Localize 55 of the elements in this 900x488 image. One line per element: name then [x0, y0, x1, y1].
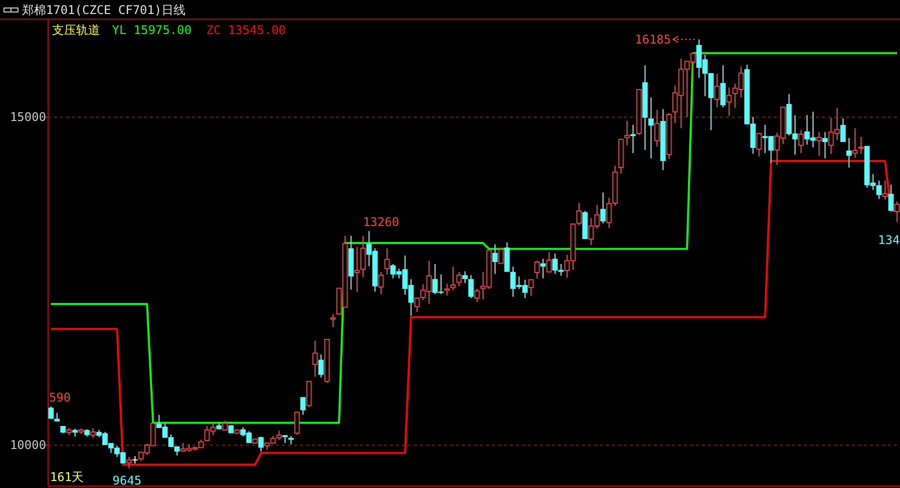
candlestick: [888, 184, 894, 212]
y-tick-label: 15000: [10, 110, 46, 124]
candlestick: [528, 279, 534, 297]
candlestick: [354, 246, 360, 293]
candlestick: [378, 271, 384, 295]
candlestick: [132, 456, 138, 464]
annotation: 16185: [634, 32, 671, 46]
candlestick: [882, 180, 888, 200]
candlestick: [474, 288, 480, 303]
legend-title: 支压轨道: [52, 23, 100, 37]
candlestick: [384, 248, 390, 275]
candlestick: [846, 138, 852, 168]
candlestick: [894, 201, 900, 222]
candlestick: [48, 406, 54, 420]
y-tick-label: 10000: [10, 438, 46, 452]
candlestick: [492, 244, 498, 274]
candlestick: [624, 120, 630, 146]
annotation: 9645: [112, 473, 142, 488]
candlestick: [318, 354, 324, 378]
annotation: 13260: [362, 215, 400, 230]
candlestick: [450, 266, 456, 291]
candlestick: [630, 124, 636, 154]
annotation: 134: [878, 233, 900, 247]
candlestick: [534, 260, 540, 279]
candlestick: [816, 132, 822, 156]
candlestick: [840, 118, 846, 142]
candlestick: [714, 73, 720, 108]
candlestick: [468, 274, 474, 299]
candlestick: [852, 128, 858, 158]
chart-title: 郑棉1701(CZCE CF701)日线: [22, 3, 186, 17]
candlestick: [294, 412, 300, 436]
text: YL 15975.00: [112, 23, 192, 37]
annotation: 161天: [50, 470, 84, 484]
candlestick: [546, 252, 552, 272]
candlestick: [600, 192, 606, 224]
candlestick: [654, 109, 660, 148]
candlestick: [798, 130, 804, 154]
candlestick: [756, 132, 762, 157]
candlestick: [726, 87, 732, 116]
candlestick: [456, 271, 462, 287]
candlestick: [90, 427, 96, 438]
candlestick: [222, 420, 228, 430]
candlestick: [462, 270, 468, 284]
annotation: 590: [49, 390, 71, 404]
candlestick: [720, 64, 726, 108]
candlestick: [648, 96, 654, 159]
text: ZC 13545.00: [206, 23, 286, 37]
candlestick: [312, 340, 318, 378]
candlestick: [300, 396, 306, 416]
candlestick: [258, 436, 264, 452]
candlestick: [858, 136, 864, 154]
candlestick: [126, 456, 132, 469]
candlestick: [822, 132, 828, 159]
candlestick: [498, 247, 504, 264]
candlestick: [360, 235, 366, 278]
